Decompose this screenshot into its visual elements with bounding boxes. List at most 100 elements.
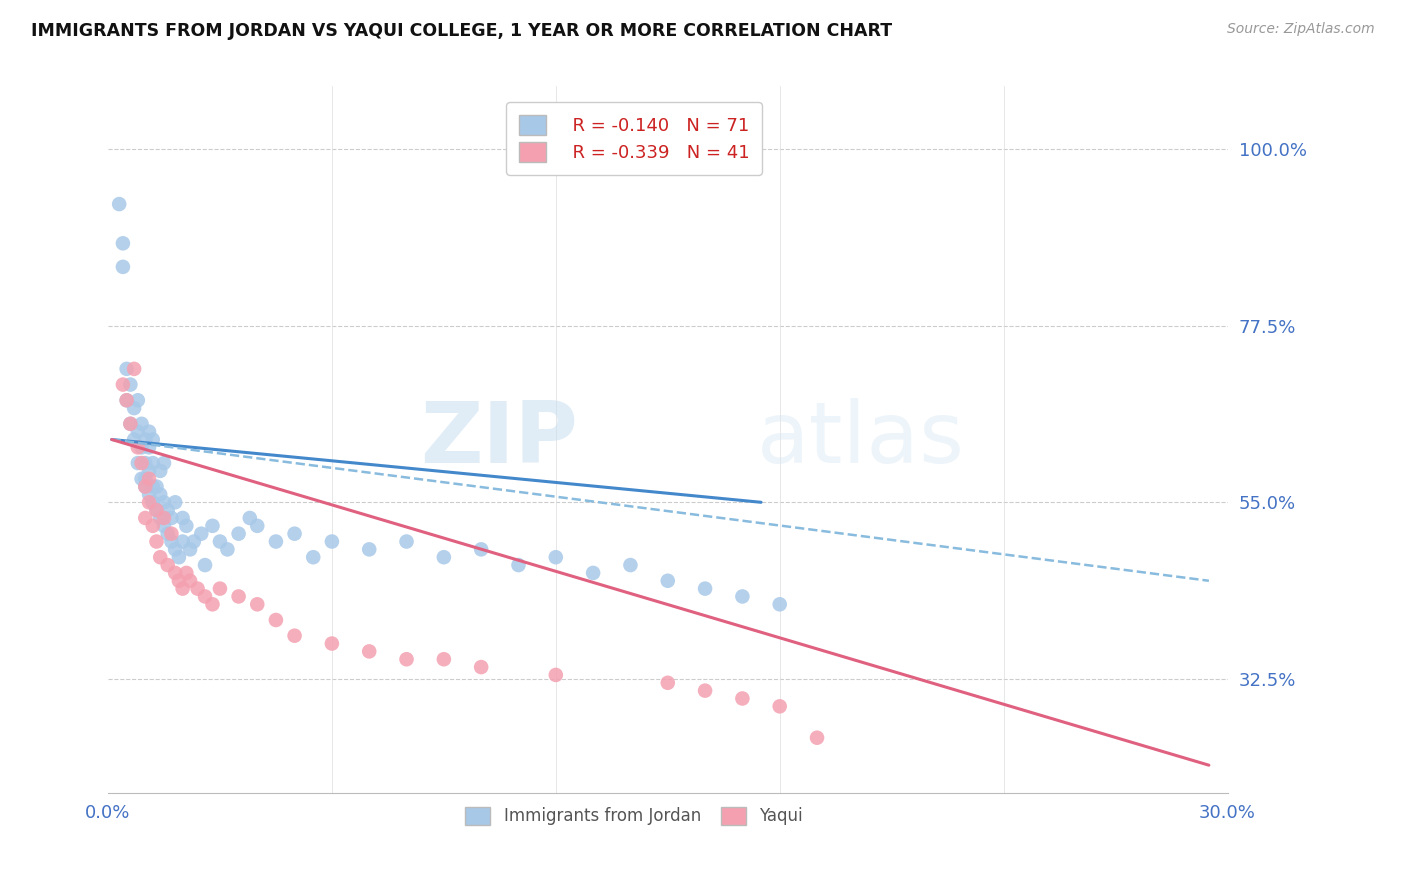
Point — [201, 518, 224, 533]
Point — [731, 590, 754, 604]
Point — [134, 511, 156, 525]
Point — [693, 582, 716, 596]
Point — [172, 534, 194, 549]
Point — [190, 526, 212, 541]
Point — [769, 699, 792, 714]
Point — [138, 495, 160, 509]
Point — [228, 590, 250, 604]
Point — [115, 393, 138, 408]
Point — [122, 433, 145, 447]
Point — [582, 566, 605, 580]
Point — [217, 542, 239, 557]
Point — [433, 550, 456, 565]
Point — [321, 636, 343, 650]
Point — [127, 441, 149, 455]
Point — [134, 480, 156, 494]
Point — [122, 362, 145, 376]
Point — [145, 534, 167, 549]
Point — [138, 464, 160, 478]
Point — [284, 629, 307, 643]
Point — [153, 511, 176, 525]
Point — [359, 542, 381, 557]
Point — [176, 518, 198, 533]
Point — [395, 534, 418, 549]
Point — [619, 558, 641, 572]
Point — [115, 362, 138, 376]
Point — [149, 487, 172, 501]
Point — [544, 550, 567, 565]
Point — [246, 597, 269, 611]
Point — [165, 542, 187, 557]
Point — [134, 480, 156, 494]
Point — [156, 558, 179, 572]
Point — [359, 644, 381, 658]
Point — [138, 441, 160, 455]
Point — [134, 472, 156, 486]
Point — [731, 691, 754, 706]
Point — [111, 260, 134, 274]
Point — [769, 597, 792, 611]
Point — [284, 526, 307, 541]
Point — [145, 503, 167, 517]
Point — [160, 526, 183, 541]
Point — [228, 526, 250, 541]
Legend: Immigrants from Jordan, Yaqui: Immigrants from Jordan, Yaqui — [457, 798, 811, 834]
Point — [544, 668, 567, 682]
Point — [131, 417, 153, 431]
Point — [470, 542, 492, 557]
Point — [156, 503, 179, 517]
Point — [145, 503, 167, 517]
Point — [149, 511, 172, 525]
Point — [115, 393, 138, 408]
Point — [145, 480, 167, 494]
Point — [142, 495, 165, 509]
Point — [657, 675, 679, 690]
Point — [142, 456, 165, 470]
Point — [187, 582, 209, 596]
Point — [208, 534, 231, 549]
Point — [165, 566, 187, 580]
Point — [127, 393, 149, 408]
Point — [201, 597, 224, 611]
Point — [806, 731, 828, 745]
Point — [122, 401, 145, 416]
Point — [167, 574, 190, 588]
Point — [153, 495, 176, 509]
Text: Source: ZipAtlas.com: Source: ZipAtlas.com — [1227, 22, 1375, 37]
Point — [120, 417, 142, 431]
Point — [433, 652, 456, 666]
Point — [264, 534, 287, 549]
Point — [160, 511, 183, 525]
Point — [693, 683, 716, 698]
Point — [657, 574, 679, 588]
Point — [131, 456, 153, 470]
Point — [138, 425, 160, 439]
Point — [179, 574, 201, 588]
Point — [183, 534, 205, 549]
Point — [134, 456, 156, 470]
Point — [142, 433, 165, 447]
Point — [165, 495, 187, 509]
Point — [149, 550, 172, 565]
Point — [321, 534, 343, 549]
Point — [120, 377, 142, 392]
Point — [153, 456, 176, 470]
Point — [179, 542, 201, 557]
Point — [134, 433, 156, 447]
Point — [138, 472, 160, 486]
Point — [160, 534, 183, 549]
Point — [239, 511, 262, 525]
Point — [142, 480, 165, 494]
Point — [111, 377, 134, 392]
Point — [302, 550, 325, 565]
Point — [172, 582, 194, 596]
Point — [264, 613, 287, 627]
Point — [172, 511, 194, 525]
Point — [246, 518, 269, 533]
Point — [208, 582, 231, 596]
Point — [149, 464, 172, 478]
Point — [127, 456, 149, 470]
Point — [176, 566, 198, 580]
Point — [194, 590, 217, 604]
Text: atlas: atlas — [758, 398, 966, 481]
